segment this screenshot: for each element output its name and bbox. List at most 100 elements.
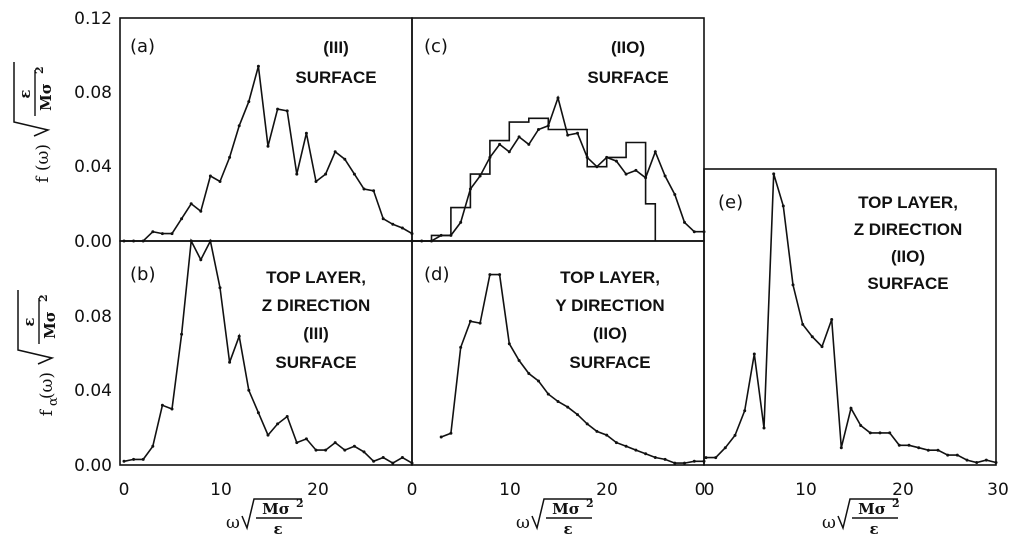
panel-label-a: (a): [130, 36, 155, 57]
data-point-a: [391, 222, 395, 226]
data-point-e: [714, 456, 718, 460]
annotation-e-line4: SURFACE: [867, 274, 948, 293]
y-axis-label-bottom-f: f: [37, 408, 57, 416]
data-point-b: [324, 448, 328, 452]
data-point-b: [400, 456, 404, 459]
panel-label-d: (d): [424, 264, 449, 285]
data-point-b: [295, 441, 299, 445]
data-point-d: [566, 405, 570, 409]
data-point-a: [218, 180, 222, 183]
data-point-a: [285, 109, 289, 113]
data-point-b: [314, 448, 318, 452]
data-point-d: [498, 273, 502, 277]
data-point-e: [926, 448, 930, 452]
data-point-d: [527, 372, 531, 375]
data-point-c: [614, 159, 618, 163]
frac-denominator: Mσ: [41, 311, 59, 339]
frac-exponent: 2: [586, 497, 594, 510]
sqrt-sign: [241, 498, 302, 531]
data-point-e: [917, 446, 921, 450]
data-point-b: [304, 437, 308, 441]
frac-exponent: 2: [296, 497, 304, 510]
data-point-d: [624, 444, 628, 448]
series-line-e-1: [706, 173, 997, 464]
data-point-b: [381, 456, 385, 459]
frac-numerator: Mσ: [552, 500, 580, 518]
data-point-c: [507, 150, 511, 154]
data-point-e: [704, 456, 708, 460]
data-point-d: [614, 441, 618, 445]
data-point-c: [517, 135, 521, 139]
data-point-c: [478, 174, 482, 178]
data-point-a: [362, 187, 366, 191]
data-point-b: [189, 239, 193, 243]
annotation-a-line1: (III): [323, 38, 349, 57]
data-point-a: [343, 157, 347, 161]
data-point-b: [180, 332, 184, 336]
data-point-a: [410, 232, 414, 236]
data-point-a: [266, 144, 270, 148]
data-point-e: [897, 443, 901, 447]
data-point-e: [733, 433, 737, 437]
data-point-e: [752, 352, 756, 356]
frac-denominator: ε: [869, 520, 878, 538]
annotation-e-line3: (IIO): [891, 247, 925, 266]
data-point-e: [849, 406, 853, 410]
y-axis-label-top-text: f (ω): [33, 144, 53, 183]
x-tick-label: 10: [795, 480, 817, 500]
data-point-e: [810, 335, 814, 339]
data-point-e: [830, 318, 834, 321]
frac-denominator: ε: [563, 520, 572, 538]
data-point-a: [400, 226, 404, 230]
y-tick-label: 0.08: [74, 307, 112, 327]
data-point-a: [160, 232, 164, 236]
data-point-d: [692, 459, 696, 463]
data-point-b: [170, 407, 174, 411]
x-tick-label: 0: [407, 480, 418, 500]
series-line-c-1: [412, 95, 704, 242]
data-point-b: [160, 403, 164, 407]
series-line-d-1: [440, 273, 704, 464]
data-point-a: [151, 230, 155, 234]
data-point-d: [644, 452, 648, 456]
x-axis-label-3: ω Mσ 2 ε: [822, 497, 900, 538]
panel-label-e: (e): [718, 192, 743, 213]
x-tick-label: 30: [987, 480, 1009, 500]
data-point-c: [683, 220, 686, 224]
data-point-b: [122, 459, 126, 463]
x-tick-label: 20: [307, 480, 329, 500]
x-tick-label: 0: [704, 480, 715, 500]
y-tick-label: 0.00: [74, 456, 112, 476]
data-point-c: [624, 172, 628, 176]
data-point-e: [743, 409, 747, 413]
y-tick-label: 0.04: [74, 381, 112, 401]
data-point-a: [295, 172, 299, 176]
data-point-e: [859, 424, 863, 427]
frac-numerator: ε: [16, 89, 34, 98]
data-point-d: [478, 321, 482, 325]
x-tick-label: 0: [695, 480, 706, 500]
data-point-e: [878, 431, 882, 435]
data-point-b: [391, 461, 395, 465]
sqrt-sign: [13, 62, 51, 137]
frac-denominator: ε: [273, 520, 282, 538]
data-point-d: [468, 319, 472, 323]
data-point-a: [352, 172, 356, 176]
data-point-e: [907, 443, 911, 447]
data-point-e: [994, 461, 998, 464]
data-point-d: [439, 435, 443, 439]
annotation-b-line1: TOP LAYER,: [266, 268, 366, 287]
data-point-a: [304, 131, 308, 135]
data-point-a: [189, 202, 193, 206]
annotation-b-line4: SURFACE: [275, 353, 356, 372]
panel-d-frame: [411, 240, 705, 466]
y-tick-label: 0.00: [74, 232, 112, 252]
annotation-b-line2: Z DIRECTION: [262, 296, 371, 315]
data-point-a: [208, 174, 212, 178]
data-point-d: [673, 461, 677, 465]
data-point-a: [247, 100, 251, 104]
data-point-c: [673, 193, 677, 196]
data-point-e: [772, 172, 776, 176]
x-axis-label-omega: ω: [226, 513, 240, 533]
data-point-b: [237, 334, 241, 338]
